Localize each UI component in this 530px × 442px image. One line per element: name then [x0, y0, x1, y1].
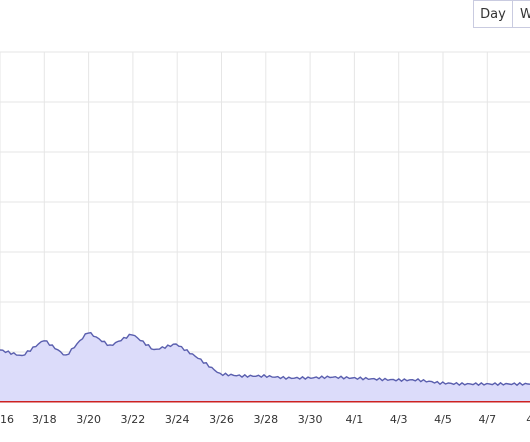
x-tick-label: 4/7: [478, 413, 496, 426]
x-tick-label: 4/1: [346, 413, 364, 426]
series-area: [0, 332, 530, 402]
x-tick-label: 4/3: [390, 413, 408, 426]
x-tick-label: 3/28: [253, 413, 278, 426]
range-day-button[interactable]: Day: [473, 0, 513, 28]
range-toolbar: Day W: [0, 0, 530, 30]
x-tick-label: 3/22: [121, 413, 146, 426]
x-axis: 16 3/18 3/20 3/22 3/24 3/26 3/28 3/30 4/1 4/3 4/5 4…: [0, 413, 530, 426]
x-tick-label: 4/: [526, 413, 530, 426]
range-week-button[interactable]: W: [512, 0, 530, 28]
x-tick-label: 3/30: [298, 413, 323, 426]
grid: [0, 51, 530, 402]
x-tick-label: 3/20: [76, 413, 101, 426]
x-tick-label: 3/26: [209, 413, 234, 426]
x-tick-label: 3/18: [32, 413, 57, 426]
x-tick-label: 4/5: [434, 413, 452, 426]
x-tick-label: 16: [0, 413, 14, 426]
x-tick-label: 3/24: [165, 413, 190, 426]
series-line: [0, 331, 530, 387]
